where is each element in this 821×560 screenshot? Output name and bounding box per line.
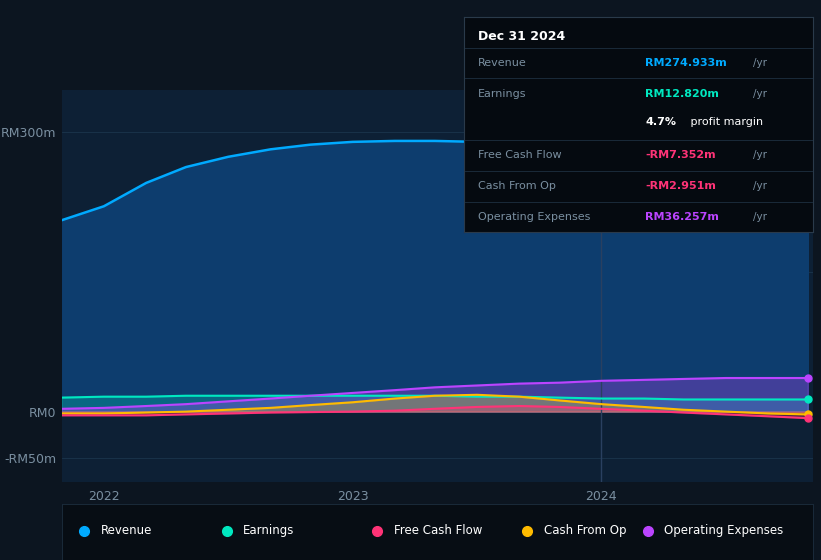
- Text: Operating Expenses: Operating Expenses: [664, 524, 783, 538]
- Text: Free Cash Flow: Free Cash Flow: [478, 151, 562, 160]
- Text: Cash From Op: Cash From Op: [544, 524, 626, 538]
- Text: /yr: /yr: [754, 212, 768, 222]
- Text: RM274.933m: RM274.933m: [645, 58, 727, 68]
- Text: /yr: /yr: [754, 181, 768, 191]
- Text: Earnings: Earnings: [478, 89, 526, 99]
- Text: Earnings: Earnings: [243, 524, 295, 538]
- Text: Operating Expenses: Operating Expenses: [478, 212, 590, 222]
- Text: RM12.820m: RM12.820m: [645, 89, 719, 99]
- Text: Revenue: Revenue: [478, 58, 526, 68]
- Text: -RM7.352m: -RM7.352m: [645, 151, 716, 160]
- Text: Dec 31 2024: Dec 31 2024: [478, 30, 565, 43]
- Text: RM36.257m: RM36.257m: [645, 212, 719, 222]
- Text: -RM2.951m: -RM2.951m: [645, 181, 716, 191]
- Text: Revenue: Revenue: [101, 524, 152, 538]
- Text: /yr: /yr: [754, 58, 768, 68]
- Text: /yr: /yr: [754, 89, 768, 99]
- Text: Free Cash Flow: Free Cash Flow: [393, 524, 482, 538]
- Text: 4.7%: 4.7%: [645, 116, 677, 127]
- Text: Cash From Op: Cash From Op: [478, 181, 556, 191]
- Text: profit margin: profit margin: [687, 116, 764, 127]
- Text: /yr: /yr: [754, 151, 768, 160]
